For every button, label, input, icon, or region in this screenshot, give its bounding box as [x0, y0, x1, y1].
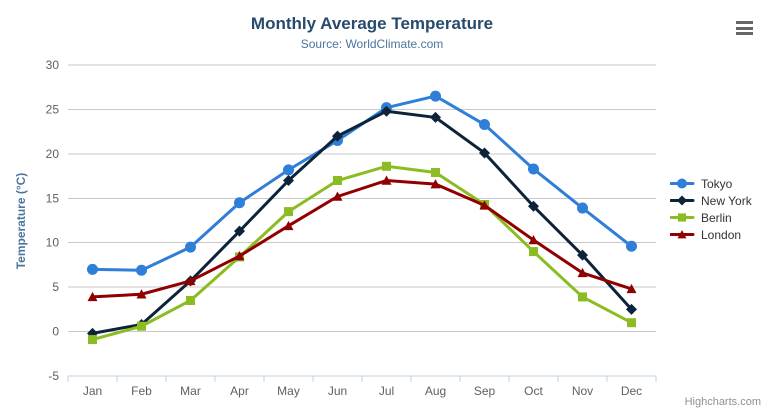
legend-item-london[interactable]: London: [670, 226, 752, 243]
data-point-berlin-feb[interactable]: [137, 321, 146, 331]
data-point-berlin-nov[interactable]: [578, 292, 587, 302]
data-point-new-york-dec[interactable]: [626, 303, 637, 315]
data-point-tokyo-dec[interactable]: [626, 240, 637, 252]
data-point-london-dec[interactable]: [626, 283, 637, 294]
data-point-london-aug[interactable]: [430, 179, 441, 189]
data-point-berlin-oct[interactable]: [529, 247, 538, 257]
data-point-new-york-jun[interactable]: [332, 130, 343, 142]
x-axis-tick-label: Oct: [524, 384, 543, 398]
x-axis-tick-label: Jan: [83, 384, 102, 398]
data-point-tokyo-nov[interactable]: [577, 202, 588, 214]
x-axis-tick-label: Aug: [425, 384, 446, 398]
y-axis-tick-label: 25: [46, 102, 60, 116]
data-point-tokyo-oct[interactable]: [528, 163, 539, 175]
data-point-tokyo-may[interactable]: [283, 164, 294, 176]
legend-symbol: [677, 178, 687, 189]
legend-label: Tokyo: [701, 176, 733, 191]
legend-item-new-york[interactable]: New York: [670, 192, 752, 209]
context-menu-button[interactable]: [735, 20, 755, 36]
y-axis-tick-label: 0: [52, 325, 59, 339]
legend-symbol: [677, 195, 687, 206]
y-axis-tick-label: 20: [46, 147, 60, 161]
y-axis-tick-label: 10: [46, 236, 60, 250]
data-point-berlin-jan[interactable]: [88, 335, 97, 345]
y-axis-tick-label: -5: [48, 369, 59, 383]
data-point-london-apr[interactable]: [234, 251, 245, 261]
data-point-berlin-jun[interactable]: [333, 176, 342, 186]
data-point-london-mar[interactable]: [185, 275, 196, 286]
x-axis-tick-label: Dec: [621, 384, 642, 398]
legend-symbol: [677, 230, 687, 239]
data-point-london-sep[interactable]: [479, 200, 490, 210]
legend-label: New York: [701, 193, 752, 208]
x-axis-tick-label: Jun: [328, 384, 347, 398]
data-point-berlin-may[interactable]: [284, 207, 293, 217]
y-axis-tick-label: 30: [46, 58, 60, 72]
x-axis-tick-label: Feb: [131, 384, 152, 398]
legend-square-icon: [670, 213, 695, 222]
credits-link[interactable]: Highcharts.com: [684, 396, 761, 408]
legend-item-berlin[interactable]: Berlin: [670, 209, 752, 226]
data-point-tokyo-sep[interactable]: [479, 119, 490, 131]
data-point-tokyo-aug[interactable]: [430, 90, 441, 102]
legend-symbol: [677, 213, 687, 222]
data-point-london-oct[interactable]: [528, 235, 539, 245]
data-point-berlin-dec[interactable]: [627, 318, 636, 328]
data-point-tokyo-jan[interactable]: [87, 263, 98, 275]
data-point-new-york-sep[interactable]: [479, 147, 490, 159]
x-axis-tick-label: Nov: [572, 384, 593, 398]
chart-title: Monthly Average Temperature: [250, 14, 494, 33]
data-point-new-york-aug[interactable]: [430, 111, 441, 123]
data-point-berlin-aug[interactable]: [431, 168, 440, 178]
y-axis-tick-label: 5: [52, 280, 59, 294]
y-axis-tick-label: 15: [46, 191, 60, 205]
legend-triangle-icon: [670, 230, 695, 239]
data-point-tokyo-feb[interactable]: [136, 264, 147, 276]
x-axis-tick-label: Jul: [379, 384, 394, 398]
legend-item-tokyo[interactable]: Tokyo: [670, 175, 752, 192]
legend-diamond-icon: [670, 195, 695, 206]
data-point-tokyo-mar[interactable]: [185, 241, 196, 253]
data-point-london-may[interactable]: [283, 220, 294, 231]
x-axis-tick-label: Apr: [230, 384, 249, 398]
x-axis-tick-label: Mar: [180, 384, 201, 398]
data-point-london-jul[interactable]: [381, 175, 392, 185]
data-point-london-jun[interactable]: [332, 191, 343, 201]
data-point-new-york-may[interactable]: [283, 175, 294, 187]
series-line-berlin: [91, 164, 633, 342]
series-line-new-york: [91, 109, 633, 335]
data-point-berlin-mar[interactable]: [186, 295, 195, 305]
legend-label: London: [701, 227, 742, 242]
data-point-london-feb[interactable]: [136, 289, 147, 299]
hamburger-icon: [736, 21, 753, 24]
data-point-tokyo-apr[interactable]: [234, 197, 245, 209]
data-point-new-york-nov[interactable]: [577, 249, 588, 261]
data-point-new-york-jul[interactable]: [381, 105, 392, 117]
data-point-berlin-jul[interactable]: [382, 161, 391, 171]
chart-subtitle: Source: WorldClimate.com: [300, 37, 444, 51]
x-axis-tick-label: Sep: [474, 384, 496, 398]
data-point-new-york-oct[interactable]: [528, 200, 539, 212]
data-point-new-york-apr[interactable]: [234, 225, 245, 237]
x-axis-tick-label: May: [277, 384, 300, 398]
legend-label: Berlin: [701, 210, 732, 225]
data-point-london-jan[interactable]: [87, 291, 98, 302]
legend-circle-icon: [670, 178, 695, 189]
series-line-london: [91, 179, 633, 299]
data-point-london-nov[interactable]: [577, 267, 588, 278]
legend: Tokyo New York Berlin London: [670, 175, 752, 243]
